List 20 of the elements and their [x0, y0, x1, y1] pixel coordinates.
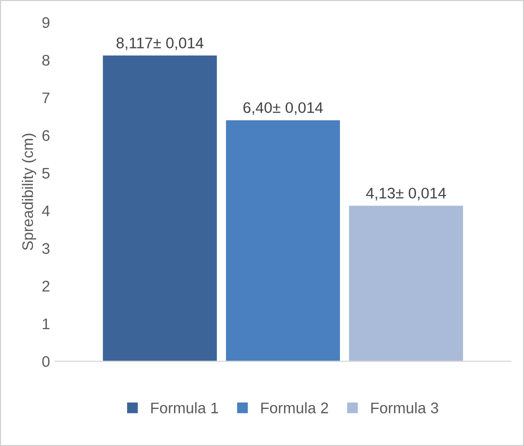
y-tick-label: 0 [42, 356, 50, 367]
legend-label: Formula 3 [371, 402, 438, 414]
y-tick-label: 5 [42, 168, 50, 179]
y-tick-label: 4 [42, 206, 50, 216]
bar [102, 56, 217, 362]
bar [226, 120, 340, 362]
bar [349, 206, 464, 362]
legend-label: Formula 1 [151, 402, 218, 414]
legend-label: Formula 2 [261, 402, 328, 414]
y-axis-title: Spreadibility (cm) [22, 134, 36, 250]
y-tick-label: 3 [42, 243, 50, 254]
data-label: 4,13± 0,014 [366, 188, 446, 200]
y-tick-label: 9 [42, 17, 50, 28]
data-label: 6,40± 0,014 [243, 102, 323, 115]
y-tick-label: 7 [42, 92, 50, 104]
y-tick-label: 8 [42, 54, 50, 66]
y-tick-label: 1 [42, 318, 50, 330]
y-tick-label: 2 [42, 280, 50, 292]
y-tick-label: 6 [42, 130, 50, 141]
data-label: 8,117± 0,014 [116, 38, 204, 50]
